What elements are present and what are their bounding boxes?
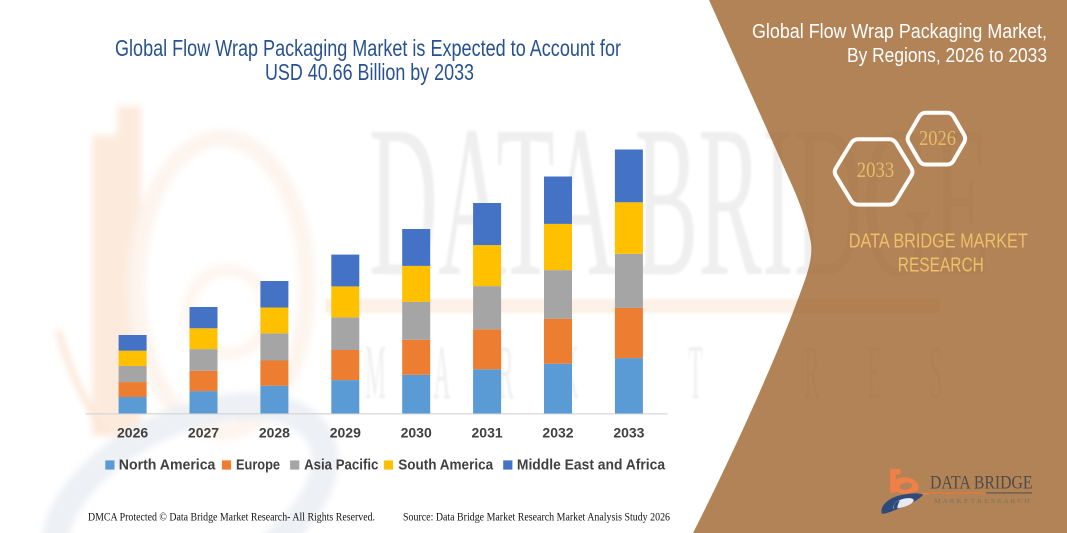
svg-text:By Regions, 2026 to 2033: By Regions, 2026 to 2033 (847, 45, 1047, 67)
svg-text:2032: 2032 (542, 424, 573, 440)
svg-text:2026: 2026 (919, 126, 956, 150)
svg-text:Global Flow Wrap Packaging Mar: Global Flow Wrap Packaging Market, (752, 21, 1047, 43)
svg-text:2028: 2028 (259, 424, 290, 440)
svg-text:RESEARCH: RESEARCH (898, 254, 984, 276)
svg-text:Asia Pacific: Asia Pacific (304, 457, 378, 474)
svg-text:DATA BRIDGE: DATA BRIDGE (930, 473, 1033, 494)
svg-text:DMCA Protected © Data Bridge M: DMCA Protected © Data Bridge Market Rese… (88, 512, 375, 524)
svg-text:2029: 2029 (330, 424, 361, 440)
svg-text:South America: South America (398, 457, 493, 474)
svg-text:2026: 2026 (117, 424, 148, 440)
svg-text:Global Flow Wrap Packaging Mar: Global Flow Wrap Packaging Market is Exp… (115, 35, 621, 61)
svg-text:Source: Data Bridge Market Res: Source: Data Bridge Market Research Mark… (403, 512, 670, 524)
svg-text:Middle East and Africa: Middle East and Africa (517, 457, 666, 474)
svg-text:DATA BRIDGE MARKET: DATA BRIDGE MARKET (849, 231, 1028, 253)
svg-text:North America: North America (119, 457, 216, 474)
svg-text:2030: 2030 (401, 424, 432, 440)
svg-text:2027: 2027 (188, 424, 219, 440)
svg-text:2033: 2033 (613, 424, 644, 440)
svg-text:USD 40.66 Billion by 2033: USD 40.66 Billion by 2033 (265, 59, 474, 85)
svg-text:M A R K E T R E S E A R C H: M A R K E T R E S E A R C H (934, 498, 1030, 505)
svg-text:2031: 2031 (472, 424, 503, 440)
svg-text:Europe: Europe (236, 457, 280, 474)
svg-text:2033: 2033 (857, 157, 895, 182)
